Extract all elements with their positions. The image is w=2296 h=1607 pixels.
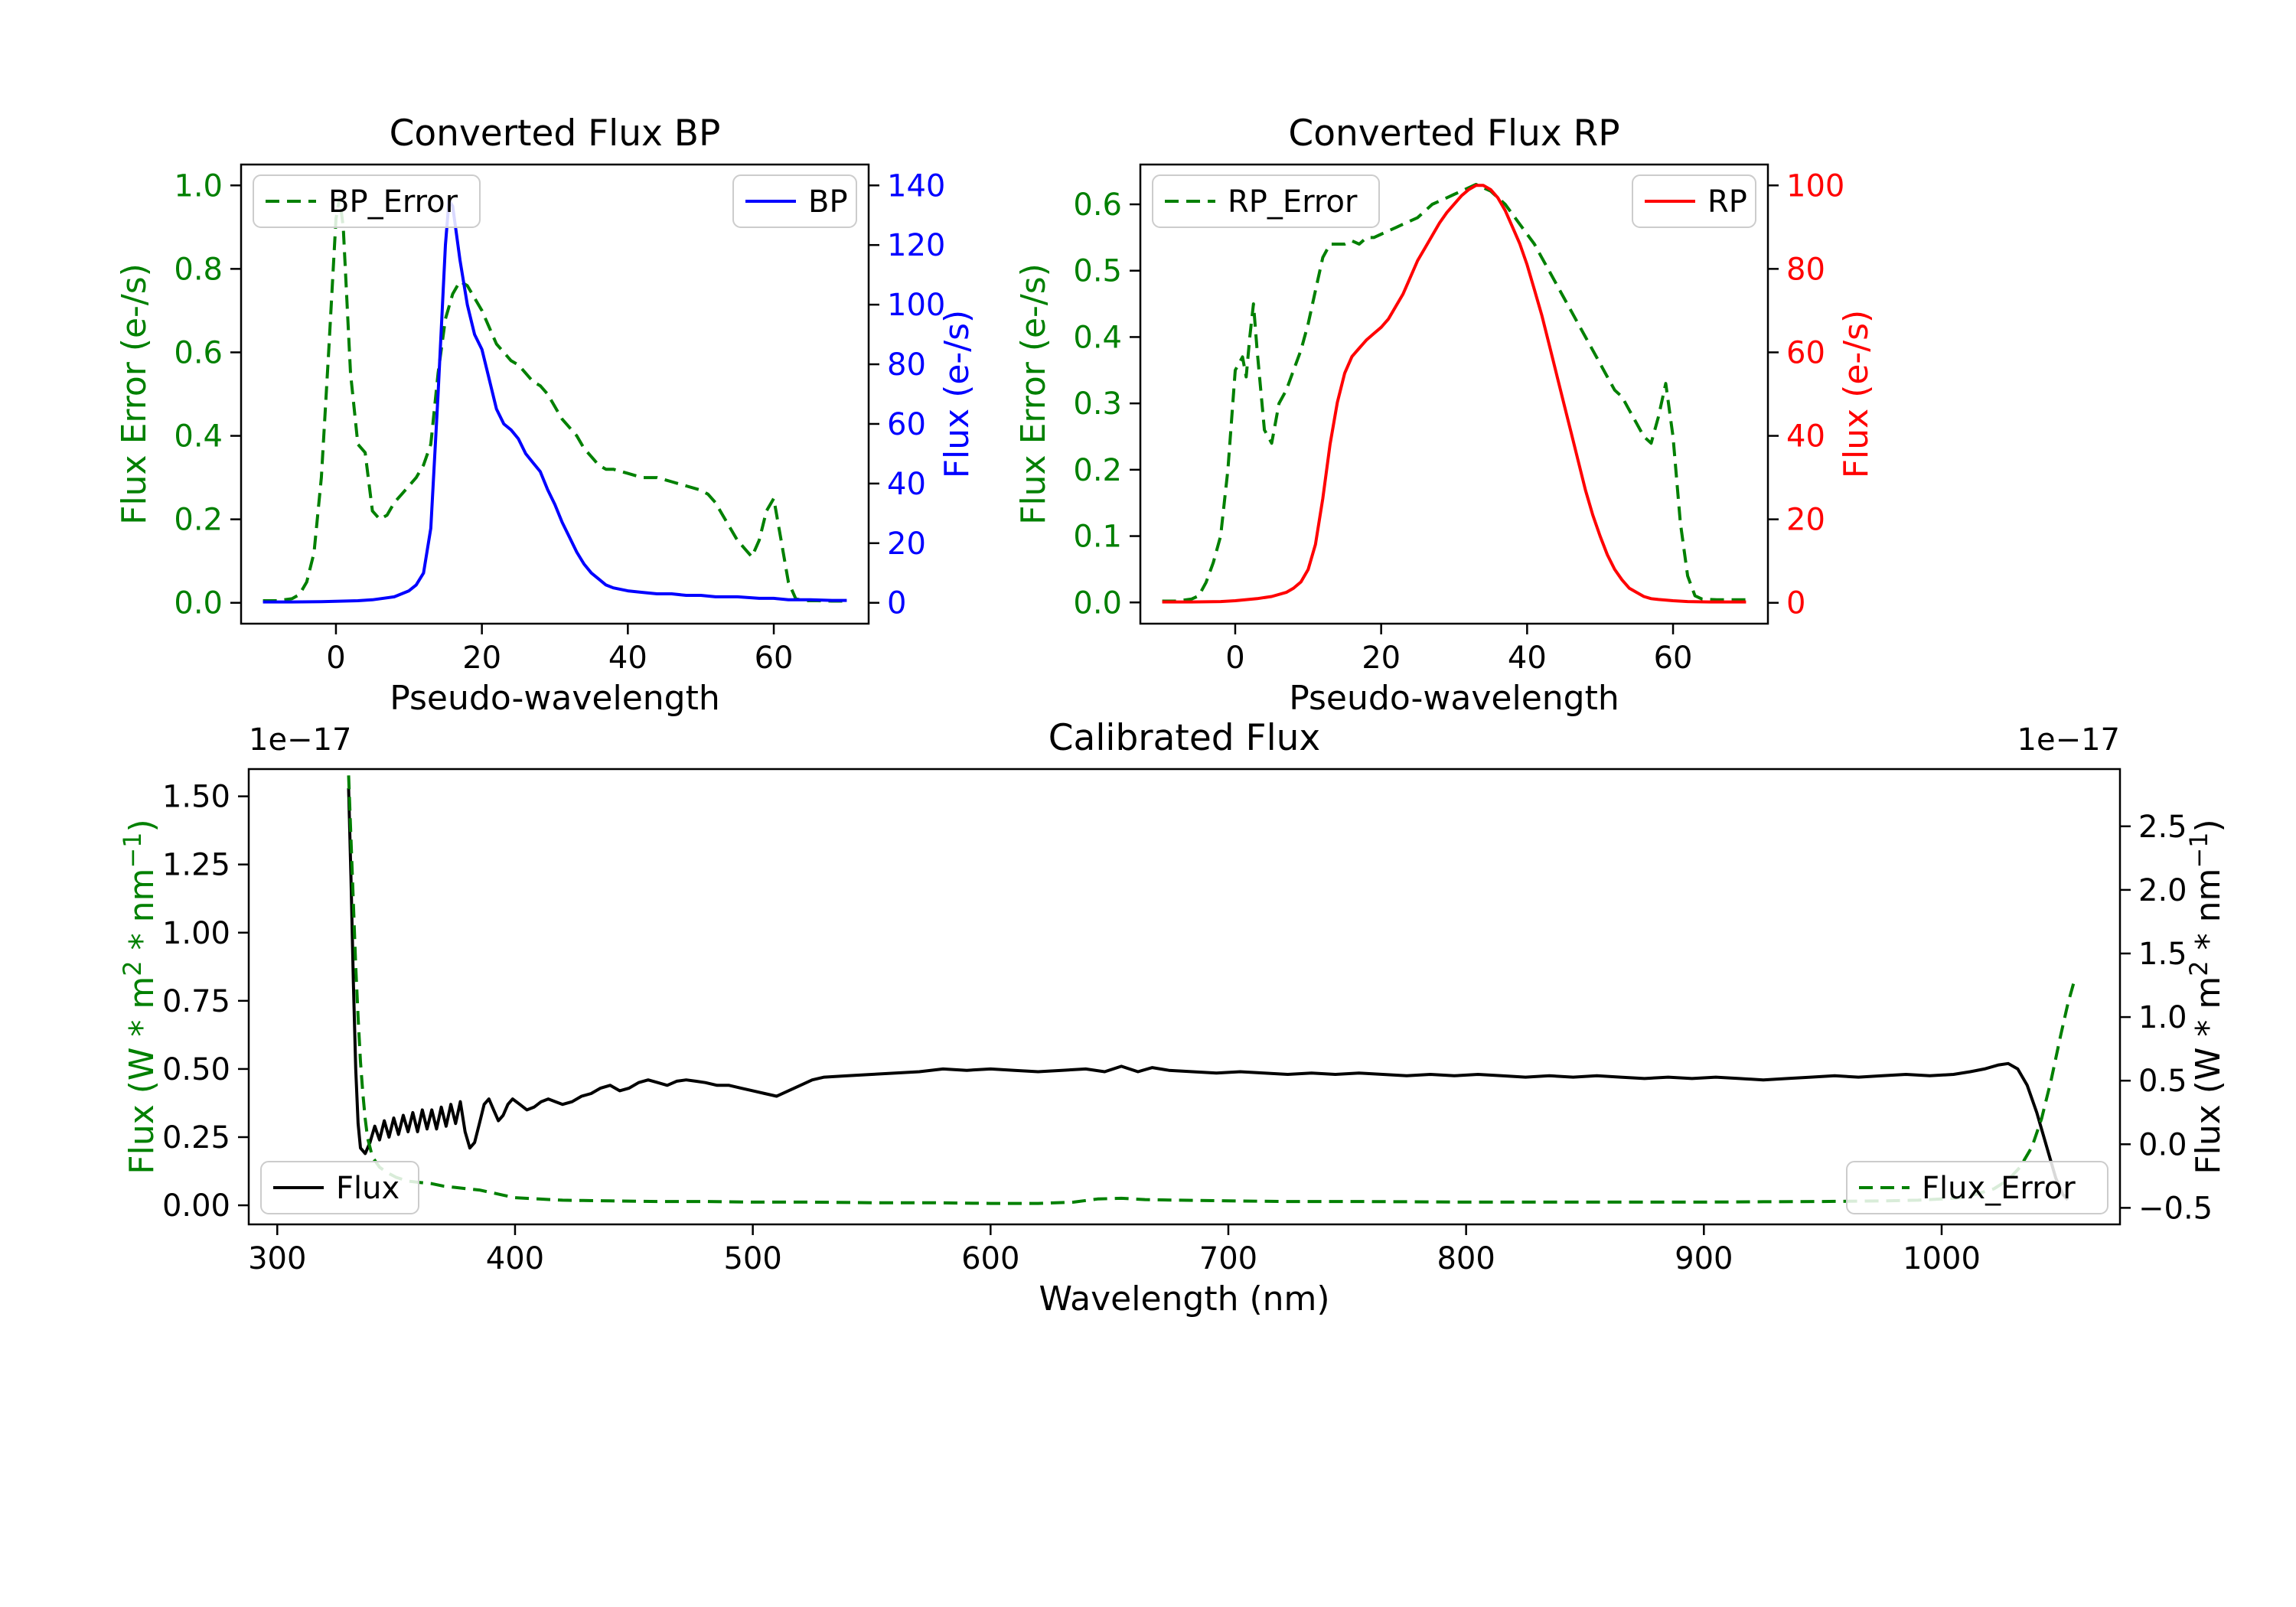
- right-y-tick-label: −0.5: [2138, 1191, 2213, 1226]
- chart-title: Calibrated Flux: [1049, 717, 1321, 759]
- left-y-tick-label: 0.5: [1073, 254, 1122, 289]
- left-y-tick-label: 0.6: [1073, 187, 1122, 223]
- left-y-tick-label: 0.2: [1073, 453, 1122, 488]
- series-line-BP: [263, 198, 847, 604]
- right-y-tick-label: 0: [887, 586, 906, 621]
- series-line-RP_Error: [1162, 183, 1746, 603]
- left-y-tick-label: 0.0: [174, 586, 223, 621]
- right-y-tick-label: 40: [1786, 419, 1825, 455]
- right-y-tick-label: 2.0: [2138, 873, 2187, 908]
- right-y-tick-label: 100: [1786, 168, 1844, 204]
- chart-svg-2: 300 400 500 600 700 800 900 1000 0.00 0.25 0.50 0.7…: [118, 717, 2228, 1319]
- right-y-tick-label: 0.0: [2138, 1127, 2187, 1162]
- x-tick-label: 0: [1225, 641, 1244, 676]
- chart-svg-0: 0 20 40 60 0.0 0.2 0.4 0.6 0.8 1.0 0 20 40 60 80 100 120…: [115, 112, 977, 718]
- left-y-tick-label: 0.6: [174, 335, 223, 370]
- right-y-tick-label: 120: [887, 228, 945, 263]
- right-y-tick-label: 20: [1786, 503, 1825, 538]
- right-y-tick-label: 20: [887, 526, 926, 562]
- chart-title: Converted Flux BP: [390, 112, 721, 155]
- chart-title: Converted Flux RP: [1288, 112, 1619, 155]
- x-tick-label: 60: [755, 641, 794, 676]
- left-y-tick-label: 0.1: [1073, 520, 1122, 555]
- left-y-tick-label: 0.25: [162, 1120, 230, 1156]
- series-line-RP: [1162, 184, 1746, 604]
- right-y-axis-label: Flux (e-/s): [1837, 310, 1876, 478]
- left-y-tick-label: 0.75: [162, 984, 230, 1019]
- left-y-tick-label: 0.3: [1073, 386, 1122, 422]
- right-offset-text: 1e−17: [2017, 722, 2120, 758]
- chart-svg-1: 0 20 40 60 0.0 0.1 0.2 0.3 0.4 0.5 0.6 0 20 40 60 80 100…: [1014, 112, 1876, 718]
- series-line-BP_Error: [263, 196, 847, 603]
- right-y-tick-label: 1.5: [2138, 937, 2187, 972]
- left-y-tick-label: 0.2: [174, 503, 223, 538]
- legend-label: RP: [1707, 184, 1747, 220]
- x-axis-label: Pseudo-wavelength: [390, 679, 720, 718]
- axes-spines: [240, 163, 870, 625]
- x-tick-label: 500: [723, 1241, 781, 1276]
- right-y-tick-label: 80: [1786, 252, 1825, 287]
- series-line-Flux: [347, 787, 2069, 1201]
- x-tick-label: 700: [1199, 1241, 1257, 1276]
- legend-label: Flux_Error: [1922, 1171, 2076, 1206]
- left-y-axis-label: Flux (W * m2 * nm−1): [122, 819, 161, 1174]
- x-tick-label: 800: [1437, 1241, 1495, 1276]
- legend-label: Flux: [336, 1171, 400, 1206]
- legend-RP_Error: RP_Error: [1152, 174, 1380, 228]
- legend-BP: BP: [732, 174, 857, 228]
- left-y-tick-label: 1.0: [174, 168, 223, 204]
- right-y-tick-label: 100: [887, 288, 945, 323]
- x-axis-label: Pseudo-wavelength: [1289, 679, 1619, 718]
- left-y-tick-label: 1.00: [162, 916, 230, 951]
- left-y-tick-label: 0.4: [1073, 320, 1122, 355]
- left-y-tick-label: 0.50: [162, 1052, 230, 1087]
- right-y-tick-label: 40: [887, 467, 926, 502]
- x-tick-label: 60: [1654, 641, 1693, 676]
- right-y-tick-label: 2.5: [2138, 810, 2187, 845]
- left-y-tick-label: 0.4: [174, 419, 223, 455]
- x-tick-label: 40: [608, 641, 647, 676]
- left-y-tick-label: 0.00: [162, 1188, 230, 1224]
- legend-label: RP_Error: [1228, 184, 1358, 220]
- left-y-tick-label: 1.25: [162, 848, 230, 883]
- rp-chart: 0 20 40 60 0.0 0.1 0.2 0.3 0.4 0.5 0.6 0 20 40 60 80 100…: [1014, 98, 1986, 778]
- right-y-tick-label: 80: [887, 347, 926, 383]
- legend-label: BP_Error: [328, 184, 458, 220]
- x-tick-label: 900: [1675, 1241, 1733, 1276]
- bp-chart: 0 20 40 60 0.0 0.2 0.4 0.6 0.8 1.0 0 20 40 60 80 100 120…: [115, 98, 1087, 778]
- x-tick-label: 20: [462, 641, 501, 676]
- left-y-axis-label: Flux Error (e-/s): [1014, 263, 1053, 525]
- calibrated-flux-chart: 300 400 500 600 700 800 900 1000 0.00 0.25 0.50 0.7…: [118, 702, 2273, 1333]
- right-y-tick-label: 0.5: [2138, 1064, 2187, 1099]
- left-y-axis-label: Flux Error (e-/s): [115, 263, 154, 525]
- x-tick-label: 1000: [1903, 1241, 1981, 1276]
- x-tick-label: 0: [326, 641, 345, 676]
- right-y-tick-label: 60: [1786, 335, 1825, 370]
- left-offset-text: 1e−17: [249, 722, 351, 758]
- legend-Flux_Error: Flux_Error: [1846, 1161, 2108, 1214]
- x-tick-label: 600: [961, 1241, 1019, 1276]
- left-y-tick-label: 1.50: [162, 780, 230, 815]
- x-tick-label: 400: [486, 1241, 544, 1276]
- right-y-axis-label: Flux (W * m2 * nm−1): [2184, 819, 2228, 1174]
- legend-BP_Error: BP_Error: [253, 174, 481, 228]
- axes-spines: [247, 768, 2122, 1226]
- x-tick-label: 300: [248, 1241, 306, 1276]
- right-y-tick-label: 60: [887, 407, 926, 442]
- x-tick-label: 20: [1362, 641, 1401, 676]
- right-y-tick-label: 0: [1786, 586, 1805, 621]
- right-y-tick-label: 140: [887, 168, 945, 204]
- series-line-Flux_Error: [347, 775, 2076, 1205]
- legend-label: BP: [808, 184, 848, 220]
- right-y-axis-label: Flux (e-/s): [938, 310, 977, 478]
- legend-RP: RP: [1632, 174, 1756, 228]
- axes-spines: [1139, 163, 1769, 625]
- legend-Flux: Flux: [260, 1161, 419, 1214]
- right-y-tick-label: 1.0: [2138, 1000, 2187, 1035]
- x-tick-label: 40: [1508, 641, 1547, 676]
- left-y-tick-label: 0.8: [174, 252, 223, 287]
- left-y-tick-label: 0.0: [1073, 585, 1122, 621]
- x-axis-label: Wavelength (nm): [1039, 1279, 1329, 1319]
